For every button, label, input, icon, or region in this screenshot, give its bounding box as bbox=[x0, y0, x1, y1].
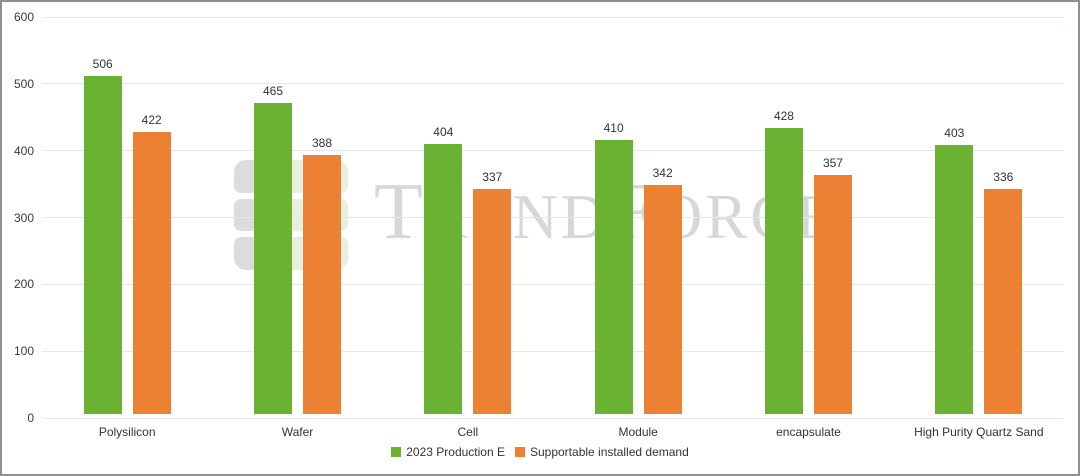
category-label-cell: Cell bbox=[457, 425, 479, 439]
barwrap-2023-production-e-polysilicon: 506 bbox=[83, 57, 122, 414]
y-axis: 600 500 400 300 200 100 0 bbox=[2, 2, 36, 474]
category-label-encapsulate: encapsulate bbox=[776, 425, 841, 439]
category-label-polysilicon: Polysilicon bbox=[98, 425, 156, 439]
y-axis-tick-label-200: 200 bbox=[13, 277, 34, 292]
bar-group-encapsulate: 428 357 bbox=[764, 109, 852, 414]
legend-item-2023-production-e[interactable]: 2023 Production E bbox=[391, 445, 505, 459]
gridline-100 bbox=[42, 350, 1064, 352]
plot-area: 506 422 465 388 404 337 410 342 428 357 403 336 bbox=[42, 17, 1064, 414]
gridline-500 bbox=[42, 83, 1064, 85]
bar-value-label: 357 bbox=[822, 156, 843, 170]
barwrap-supportable-installed-demand-high-purity-quartz-sand: 336 bbox=[984, 170, 1023, 414]
legend-swatch-icon bbox=[514, 447, 525, 457]
bar-supportable-installed-demand-polysilicon[interactable] bbox=[132, 132, 171, 414]
bar-supportable-installed-demand-encapsulate[interactable] bbox=[813, 175, 852, 414]
plot-gridlines bbox=[42, 2, 1064, 474]
bar-value-label: 422 bbox=[141, 113, 162, 127]
bar-2023-production-e-high-purity-quartz-sand[interactable] bbox=[935, 145, 974, 414]
bar-value-label: 337 bbox=[482, 170, 503, 184]
gridline-200 bbox=[42, 283, 1064, 285]
barwrap-2023-production-e-module: 410 bbox=[594, 121, 633, 414]
category-slot-cell: 404 337 bbox=[383, 17, 553, 414]
bar-value-label: 506 bbox=[92, 57, 113, 71]
barwrap-2023-production-e-wafer: 465 bbox=[253, 84, 292, 414]
category-label-wafer: Wafer bbox=[281, 425, 314, 439]
barwrap-supportable-installed-demand-polysilicon: 422 bbox=[132, 113, 171, 414]
bar-group-module: 410 342 bbox=[594, 121, 682, 414]
barwrap-2023-production-e-encapsulate: 428 bbox=[764, 109, 803, 414]
barwrap-2023-production-e-cell: 404 bbox=[424, 125, 463, 414]
barwrap-supportable-installed-demand-module: 342 bbox=[643, 166, 682, 414]
gridline-300 bbox=[42, 217, 1064, 218]
y-axis-tick-label-500: 500 bbox=[13, 76, 34, 91]
category-slot-module: 410 342 bbox=[553, 17, 723, 414]
category-slot-wafer: 465 388 bbox=[212, 17, 382, 414]
gridline-600 bbox=[42, 16, 1064, 18]
bar-value-label: 465 bbox=[262, 84, 283, 98]
bar-supportable-installed-demand-wafer[interactable] bbox=[302, 155, 341, 414]
bar-group-polysilicon: 506 422 bbox=[83, 57, 171, 414]
y-axis-tick-label-100: 100 bbox=[13, 344, 34, 359]
legend: 2023 Production E Supportable installed d… bbox=[2, 445, 1078, 459]
category-slot-encapsulate: 428 357 bbox=[723, 17, 893, 414]
bar-group-high-purity-quartz-sand: 403 336 bbox=[935, 126, 1023, 414]
category-slot-polysilicon: 506 422 bbox=[42, 17, 212, 414]
bar-2023-production-e-module[interactable] bbox=[594, 140, 633, 414]
bar-supportable-installed-demand-cell[interactable] bbox=[473, 189, 512, 414]
x-axis: Polysilicon Wafer Cell Module encapsulate Hig… bbox=[42, 425, 1064, 440]
y-axis-tick-label-400: 400 bbox=[13, 143, 34, 158]
watermark-letter: T bbox=[374, 168, 426, 256]
bar-value-label: 403 bbox=[944, 126, 965, 140]
bar-supportable-installed-demand-module[interactable] bbox=[643, 185, 682, 414]
bar-group-cell: 404 337 bbox=[424, 125, 512, 414]
bar-2023-production-e-wafer[interactable] bbox=[253, 103, 292, 414]
bar-value-label: 404 bbox=[433, 125, 454, 139]
legend-label: 2023 Production E bbox=[406, 445, 505, 459]
bar-supportable-installed-demand-high-purity-quartz-sand[interactable] bbox=[984, 189, 1023, 414]
legend-item-supportable-installed-demand[interactable]: Supportable installed demand bbox=[514, 445, 689, 459]
category-slot-high-purity-quartz-sand: 403 336 bbox=[894, 17, 1064, 414]
barwrap-supportable-installed-demand-cell: 337 bbox=[473, 170, 512, 414]
y-axis-tick-label-300: 300 bbox=[13, 210, 34, 225]
y-axis-tick-label-0: 0 bbox=[27, 411, 34, 425]
bar-2023-production-e-polysilicon[interactable] bbox=[83, 76, 122, 414]
barwrap-supportable-installed-demand-wafer: 388 bbox=[302, 136, 341, 414]
gridline-0 bbox=[42, 417, 1064, 419]
bar-value-label: 388 bbox=[311, 136, 332, 150]
bar-group-wafer: 465 388 bbox=[253, 84, 341, 414]
bar-2023-production-e-encapsulate[interactable] bbox=[764, 128, 803, 414]
category-label-module: Module bbox=[618, 425, 658, 439]
legend-swatch-icon bbox=[391, 447, 402, 457]
bar-value-label: 336 bbox=[993, 170, 1014, 184]
category-label-high-purity-quartz-sand: High Purity Quartz Sand bbox=[914, 425, 1044, 439]
bar-2023-production-e-cell[interactable] bbox=[424, 144, 463, 414]
bar-value-label: 342 bbox=[652, 166, 673, 180]
y-axis-tick-label-600: 600 bbox=[13, 10, 34, 24]
barwrap-2023-production-e-high-purity-quartz-sand: 403 bbox=[935, 126, 974, 414]
bar-value-label: 428 bbox=[773, 109, 794, 123]
legend-label: Supportable installed demand bbox=[529, 445, 689, 459]
bar-value-label: 410 bbox=[603, 121, 624, 135]
barwrap-supportable-installed-demand-encapsulate: 357 bbox=[813, 156, 852, 414]
gridline-400 bbox=[42, 150, 1064, 152]
